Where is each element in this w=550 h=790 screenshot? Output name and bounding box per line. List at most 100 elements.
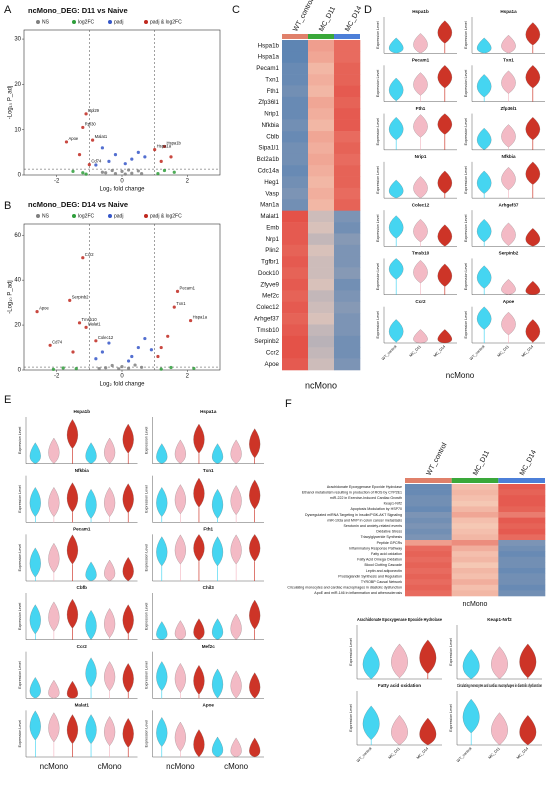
plot-frame: [23, 223, 221, 371]
data-point: [140, 172, 144, 176]
violin: [230, 534, 242, 565]
legend-label: NS: [42, 19, 50, 25]
heatmap-cell: [334, 267, 361, 280]
violin: [413, 114, 428, 138]
violin: [156, 661, 168, 692]
heatmap-cell: [451, 495, 499, 502]
heatmap-cell: [308, 313, 335, 325]
data-point: [143, 336, 147, 341]
heatmap-cell: [334, 153, 361, 166]
violin: [156, 536, 168, 567]
heatmap-cell: [451, 528, 499, 535]
panel-title: Zfp36l1: [500, 106, 517, 111]
row-label: Peptide GPCRs: [377, 541, 403, 545]
row-label: Nrip1: [264, 111, 279, 118]
violin: [249, 672, 261, 699]
violin: [388, 179, 404, 199]
y-axis-label: Expression Level: [144, 485, 148, 513]
violin: [413, 260, 428, 284]
heatmap-cell: [308, 51, 335, 64]
data-point: [172, 305, 176, 309]
data-point: [84, 325, 88, 329]
violin: [104, 559, 116, 582]
panel-title: Pecam1: [412, 58, 430, 63]
violin: [413, 329, 428, 344]
heatmap-cell: [451, 573, 499, 580]
row-label: Apoe: [265, 361, 280, 368]
row-label: Blood Clotting Cascade: [364, 563, 402, 567]
data-point: [130, 354, 134, 359]
row-label: Cblb: [266, 133, 279, 140]
heatmap-cell: [498, 512, 546, 518]
x-tick-label: 0: [120, 374, 124, 380]
heatmap-cell: [282, 142, 309, 155]
violin: [122, 604, 134, 635]
point-label: Apoe: [68, 136, 78, 141]
violin: [525, 280, 541, 295]
violin: [85, 489, 97, 519]
violin: [85, 657, 97, 688]
data-point: [156, 172, 160, 176]
heatmap-cell: [334, 233, 361, 246]
heatmap-cell: [282, 40, 309, 52]
data-point: [166, 334, 170, 338]
violin: [491, 646, 508, 680]
heatmap-cell: [282, 267, 309, 280]
violin: [193, 618, 205, 640]
heatmap-cell: [498, 506, 546, 513]
legend-swatch: [36, 20, 40, 24]
violin: [193, 477, 205, 508]
point-label: Apoe: [39, 306, 49, 311]
heatmap-cell: [498, 584, 546, 591]
data-point: [77, 321, 82, 325]
heatmap-cell: [334, 187, 361, 200]
violin: [437, 263, 453, 287]
y-axis-label: Expression Level: [376, 118, 380, 146]
violin: [212, 489, 224, 519]
column-annotation: [282, 34, 308, 39]
x-tick-label: -2: [54, 179, 60, 185]
heatmap-cell: [308, 131, 335, 143]
heatmap-cell: [334, 256, 361, 268]
heatmap-cell: [334, 131, 361, 143]
heatmap-cell: [308, 278, 335, 291]
y-axis-label: Expression Level: [376, 21, 380, 49]
heatmap-cell: [282, 108, 309, 120]
legend-swatch: [72, 214, 76, 218]
heatmap-cell: [405, 489, 452, 496]
y-axis-label: Expression Level: [144, 544, 148, 572]
data-point: [68, 298, 72, 302]
violin: [501, 70, 516, 94]
plot-frame: [23, 29, 221, 176]
violin: [122, 718, 134, 748]
heatmap-cell: [308, 187, 335, 200]
heatmap-cell: [334, 222, 361, 234]
data-point: [123, 172, 127, 176]
point-label: Rpl30: [85, 122, 97, 127]
row-label: Man1a: [260, 202, 279, 209]
violin: [249, 479, 261, 510]
data-point: [100, 350, 104, 354]
violin: [249, 534, 261, 562]
point-label: Ccr2: [85, 252, 95, 257]
x-tick-label: 2: [186, 374, 190, 380]
heatmap-cell: [498, 556, 546, 563]
y-axis-label: Expression Level: [144, 426, 148, 454]
y-tick-label: 20: [14, 323, 21, 329]
y-axis-label: Expression Level: [18, 544, 22, 572]
violin: [476, 170, 492, 194]
violin: [413, 72, 428, 96]
violin: [85, 610, 97, 640]
heatmap-cell: [308, 165, 335, 177]
panel-title: Hspa1a: [200, 409, 217, 414]
panel-letter: D: [364, 4, 372, 16]
data-point: [61, 366, 65, 370]
point-label: Rpl29: [88, 108, 100, 113]
row-label: Triacylglyceride Synthesis: [361, 535, 403, 539]
y-axis-label: Expression Level: [18, 426, 22, 454]
violin: [230, 613, 242, 640]
data-point: [71, 169, 75, 173]
violin: [388, 77, 404, 101]
data-point: [71, 350, 75, 354]
heatmap-cell: [451, 556, 499, 563]
